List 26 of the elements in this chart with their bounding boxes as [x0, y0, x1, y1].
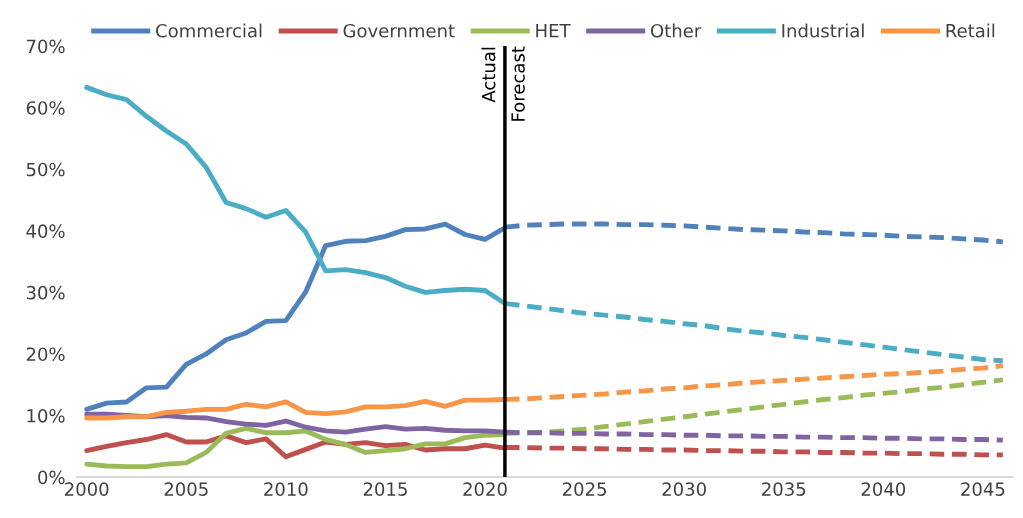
- x-tick-label: 2010: [264, 482, 308, 496]
- x-tick-label: 2030: [662, 482, 706, 496]
- legend-label: Industrial: [782, 23, 864, 38]
- y-tick-label: 50%: [26, 162, 65, 177]
- legend-label: HET: [536, 24, 571, 38]
- x-tick-label: 2045: [961, 482, 1005, 496]
- y-tick-label: 60%: [26, 101, 65, 115]
- legend-label: Other: [650, 23, 702, 38]
- legend-label: Commercial: [156, 23, 262, 38]
- legend-label: Retail: [946, 23, 995, 38]
- y-tick-label: 0%: [38, 470, 65, 485]
- y-tick-label: 70%: [26, 39, 65, 54]
- x-tick-label: 2005: [164, 482, 208, 496]
- y-tick-label: 30%: [26, 285, 65, 300]
- x-tick-label: 2035: [762, 482, 806, 496]
- y-tick-label: 20%: [26, 347, 65, 362]
- x-tick-label: 2000: [65, 482, 109, 496]
- x-tick-label: 2020: [463, 482, 507, 496]
- y-tick-label: 40%: [26, 224, 65, 238]
- x-tick-label: 2015: [363, 482, 407, 496]
- x-tick-label: 2025: [562, 482, 606, 496]
- ref-line-label: Actual: [481, 47, 496, 103]
- annotation: Forecast: [511, 46, 525, 121]
- y-tick-label: 10%: [27, 408, 65, 423]
- x-tick-label: 2040: [861, 482, 906, 496]
- legend-label: Government: [343, 23, 455, 38]
